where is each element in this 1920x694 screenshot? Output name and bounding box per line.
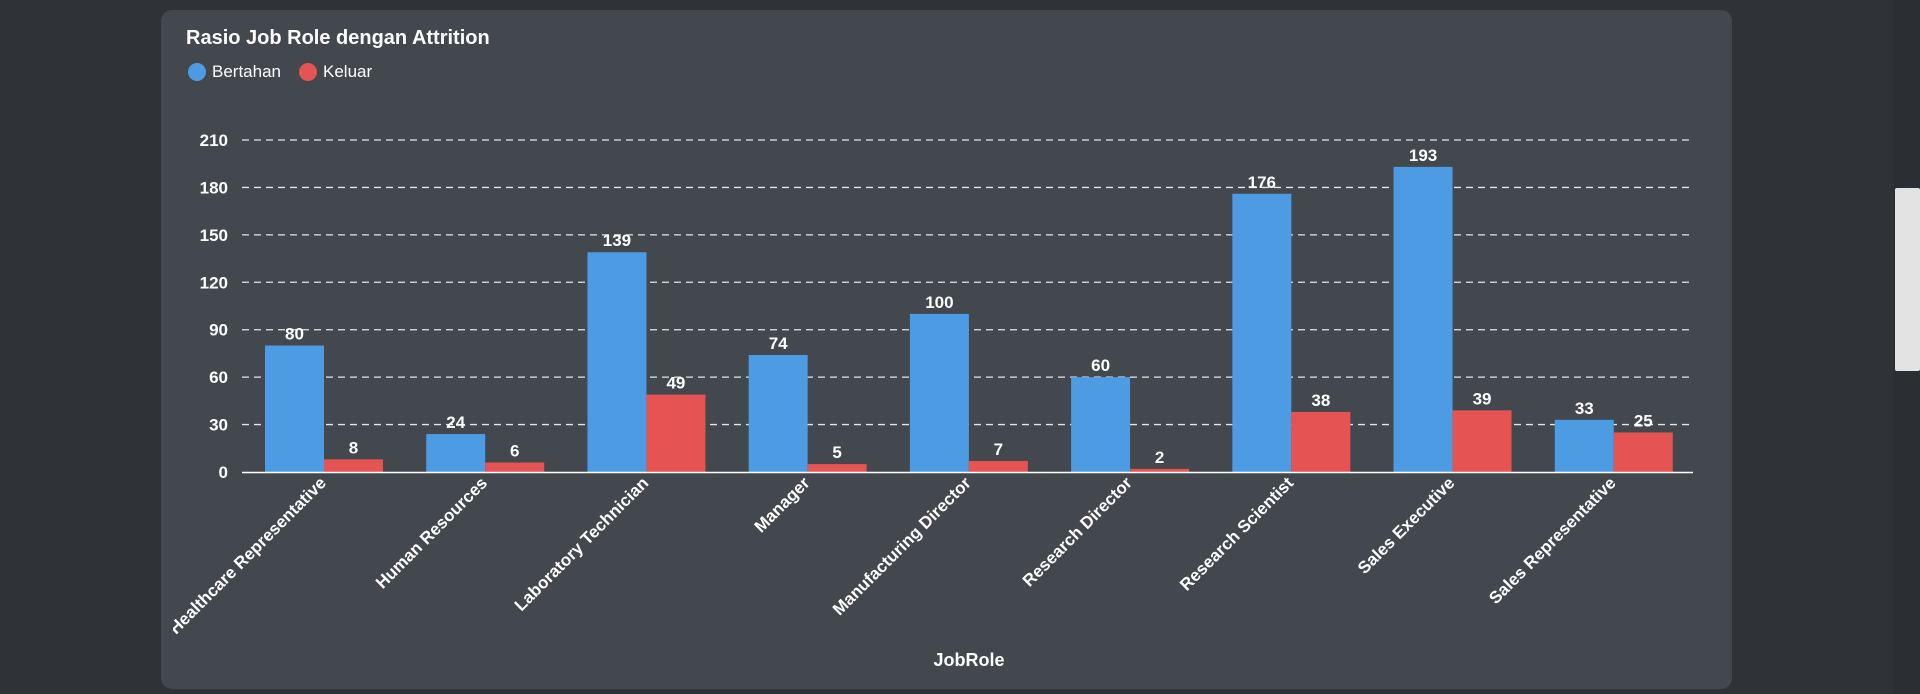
data-label-keluar-healthcare-representative: 8 — [349, 438, 358, 457]
legend-swatch-keluar — [299, 63, 317, 81]
bar-keluar-sales-representative[interactable] — [1613, 432, 1673, 472]
data-label-bertahan-research-director: 60 — [1091, 356, 1110, 375]
data-label-keluar-human-resources: 6 — [510, 442, 519, 461]
data-labels: 80 8 24 6 139 49 74 5 100 7 60 2 176 38 193 39 33 25 — [285, 146, 1653, 467]
bar-keluar-sales-executive[interactable] — [1452, 410, 1512, 472]
data-label-bertahan-sales-representative: 33 — [1575, 399, 1594, 418]
bar-bertahan-sales-executive[interactable] — [1393, 166, 1453, 472]
x-tick-label-sales-executive: Sales Executive — [1354, 473, 1458, 577]
x-tick-label-healthcare-representative: Healthcare Representative — [165, 473, 329, 637]
y-tick-label: 60 — [209, 368, 228, 387]
data-label-keluar-sales-executive: 39 — [1473, 389, 1492, 408]
bar-keluar-laboratory-technician[interactable] — [646, 394, 706, 472]
bar-keluar-human-resources[interactable] — [485, 462, 545, 472]
data-label-bertahan-laboratory-technician: 139 — [603, 231, 631, 250]
y-tick-label: 0 — [219, 463, 228, 482]
x-axis-ticks: Healthcare Representative Human Resources… — [165, 473, 1620, 638]
y-axis-ticks: 0 30 60 90 120 150 180 210 — [200, 131, 228, 482]
bar-keluar-research-scientist[interactable] — [1291, 411, 1351, 472]
y-tick-label: 90 — [209, 321, 228, 340]
bar-bertahan-research-director[interactable] — [1071, 377, 1131, 472]
y-tick-label: 30 — [209, 416, 228, 435]
data-label-bertahan-research-scientist: 176 — [1248, 173, 1276, 192]
bar-chart: 0 30 60 90 120 150 180 210 80 8 24 6 139 49 74 5 100 7 60… — [165, 131, 1693, 670]
bar-bertahan-manager[interactable] — [748, 355, 808, 472]
bar-keluar-manufacturing-director[interactable] — [968, 460, 1028, 472]
chart-legend: Bertahan Keluar — [188, 62, 372, 82]
data-label-keluar-manufacturing-director: 7 — [994, 440, 1003, 459]
legend-label-bertahan: Bertahan — [212, 62, 281, 81]
data-label-bertahan-human-resources: 24 — [446, 413, 465, 432]
data-label-keluar-manager: 5 — [832, 443, 841, 462]
bar-keluar-healthcare-representative[interactable] — [324, 459, 383, 472]
bar-bertahan-sales-representative[interactable] — [1554, 419, 1614, 472]
data-label-bertahan-manager: 74 — [769, 334, 788, 353]
chart-title: Rasio Job Role dengan Attrition — [186, 27, 490, 49]
data-label-bertahan-manufacturing-director: 100 — [925, 293, 953, 312]
legend-item-bertahan[interactable]: Bertahan — [188, 62, 281, 82]
data-label-bertahan-healthcare-representative: 80 — [285, 325, 304, 344]
y-tick-label: 120 — [200, 273, 228, 292]
bar-bertahan-laboratory-technician[interactable] — [587, 252, 647, 472]
bar-keluar-research-director[interactable] — [1130, 468, 1190, 472]
data-label-keluar-research-scientist: 38 — [1311, 391, 1330, 410]
data-label-bertahan-sales-executive: 193 — [1409, 146, 1437, 165]
data-label-keluar-research-director: 2 — [1155, 448, 1164, 467]
x-tick-label-laboratory-technician: Laboratory Technician — [511, 473, 652, 614]
data-label-keluar-laboratory-technician: 49 — [666, 374, 685, 393]
x-tick-label-manufacturing-director: Manufacturing Director — [829, 473, 975, 619]
legend-swatch-bertahan — [188, 63, 206, 81]
y-tick-label: 180 — [200, 178, 228, 197]
legend-item-keluar[interactable]: Keluar — [299, 62, 372, 82]
bar-keluar-manager[interactable] — [807, 464, 867, 472]
x-tick-label-manager: Manager — [751, 473, 814, 536]
bar-bertahan-healthcare-representative[interactable] — [265, 345, 324, 472]
legend-label-keluar: Keluar — [323, 62, 373, 81]
data-label-keluar-sales-representative: 25 — [1634, 411, 1653, 430]
bars — [265, 166, 1673, 472]
y-tick-label: 150 — [200, 226, 228, 245]
chart-card: Rasio Job Role dengan Attrition Bertahan… — [161, 10, 1732, 689]
x-tick-label-research-scientist: Research Scientist — [1176, 473, 1297, 594]
bar-bertahan-manufacturing-director[interactable] — [909, 313, 969, 472]
x-tick-label-research-director: Research Director — [1019, 473, 1136, 590]
x-tick-label-sales-representative: Sales Representative — [1485, 473, 1619, 607]
x-tick-label-human-resources: Human Resources — [372, 473, 491, 592]
y-tick-label: 210 — [200, 131, 228, 150]
bar-bertahan-human-resources[interactable] — [426, 434, 486, 472]
scrollbar-thumb[interactable] — [1895, 188, 1920, 371]
bar-bertahan-research-scientist[interactable] — [1232, 193, 1292, 472]
x-axis-title: JobRole — [933, 650, 1004, 670]
